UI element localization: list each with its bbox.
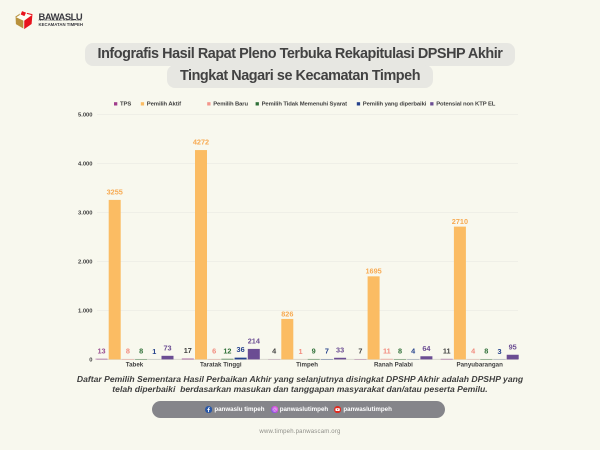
svg-text:64: 64 <box>422 344 431 353</box>
svg-text:33: 33 <box>336 345 344 354</box>
svg-text:2.000: 2.000 <box>78 260 93 266</box>
svg-text:4272: 4272 <box>193 138 209 147</box>
svg-text:Panyubarangan: Panyubarangan <box>456 362 503 369</box>
svg-text:0: 0 <box>89 358 92 364</box>
svg-text:Pemilih Aktif: Pemilih Aktif <box>147 102 181 108</box>
svg-text:5.000: 5.000 <box>78 113 93 119</box>
svg-text:12: 12 <box>223 346 231 355</box>
svg-text:214: 214 <box>248 336 261 345</box>
svg-text:Ranah Palabi: Ranah Palabi <box>374 362 413 369</box>
svg-text:8: 8 <box>484 347 488 356</box>
svg-text:1.000: 1.000 <box>78 309 93 315</box>
svg-text:7: 7 <box>325 347 329 356</box>
svg-text:826: 826 <box>281 309 293 318</box>
svg-text:73: 73 <box>163 343 171 352</box>
svg-text:1: 1 <box>152 347 156 356</box>
svg-text:1695: 1695 <box>365 267 381 276</box>
svg-text:8: 8 <box>398 347 402 356</box>
svg-text:Tabek: Tabek <box>126 362 144 369</box>
svg-text:4: 4 <box>471 347 476 356</box>
svg-text:3: 3 <box>497 347 501 356</box>
svg-text:Pemilih Tidak Memenuhi Syarat: Pemilih Tidak Memenuhi Syarat <box>262 102 348 108</box>
svg-text:36: 36 <box>237 345 245 354</box>
svg-text:8: 8 <box>126 347 130 356</box>
svg-text:Potensial non KTP EL: Potensial non KTP EL <box>436 102 496 108</box>
svg-text:Pemilih Baru: Pemilih Baru <box>213 102 248 108</box>
svg-text:Timpeh: Timpeh <box>296 362 318 369</box>
svg-text:4: 4 <box>411 347 416 356</box>
svg-text:8: 8 <box>139 347 143 356</box>
svg-text:3255: 3255 <box>107 187 123 196</box>
svg-text:3.000: 3.000 <box>78 211 93 217</box>
svg-text:TPS: TPS <box>120 102 131 108</box>
svg-text:4: 4 <box>272 347 277 356</box>
svg-text:6: 6 <box>212 347 216 356</box>
svg-text:1: 1 <box>298 347 302 356</box>
svg-text:Taratak Tinggi: Taratak Tinggi <box>200 362 242 369</box>
svg-text:11: 11 <box>383 346 391 355</box>
svg-text:11: 11 <box>443 346 451 355</box>
svg-text:95: 95 <box>509 342 517 351</box>
svg-text:2710: 2710 <box>452 217 468 226</box>
svg-text:9: 9 <box>312 346 316 355</box>
svg-text:7: 7 <box>358 347 362 356</box>
svg-text:13: 13 <box>97 346 105 355</box>
svg-text:Pemilih yang diperbaiki: Pemilih yang diperbaiki <box>363 102 427 108</box>
svg-text:17: 17 <box>184 346 192 355</box>
svg-text:4.000: 4.000 <box>78 162 93 168</box>
